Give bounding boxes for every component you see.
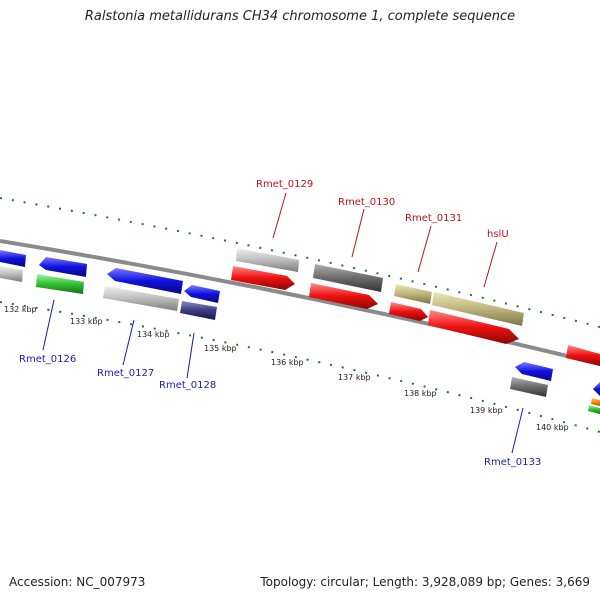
gene-left-edge-gray[interactable] bbox=[0, 266, 23, 282]
gene-hslu-b[interactable] bbox=[428, 310, 519, 344]
gene-rmet-0129-b[interactable] bbox=[231, 266, 295, 290]
outer-tick-ring bbox=[0, 197, 600, 328]
gene-rmet-0130-a[interactable] bbox=[313, 264, 383, 292]
label-rmet-0126: Rmet_0126 bbox=[19, 354, 76, 365]
tick-label: 133 kbp bbox=[70, 317, 103, 326]
gene-right-edge-blue[interactable] bbox=[593, 382, 600, 396]
gene-rmet-0129-a[interactable] bbox=[236, 248, 299, 272]
gene-rmet-0133-b[interactable] bbox=[510, 377, 548, 397]
gene-rmet-0126-b[interactable] bbox=[36, 274, 84, 294]
chromosome-backbone bbox=[0, 239, 600, 366]
label-rmet-0127: Rmet_0127 bbox=[97, 368, 154, 379]
gene-rmet-0128-a[interactable] bbox=[184, 285, 220, 303]
gene-hslu-a[interactable] bbox=[432, 292, 524, 326]
tick-label: 138 kbp bbox=[404, 389, 437, 398]
gene-right-edge-orange[interactable] bbox=[591, 398, 600, 406]
gene-rmet-0131-b[interactable] bbox=[389, 302, 428, 321]
tick-label: 137 kbp bbox=[338, 373, 371, 382]
gene-rmet-0128-b[interactable] bbox=[180, 301, 217, 320]
label-rmet-0133: Rmet_0133 bbox=[484, 457, 541, 468]
callout-lines-red bbox=[272, 192, 498, 288]
accession-text: Accession: NC_007973 bbox=[9, 575, 146, 589]
gene-right-edge[interactable] bbox=[566, 345, 600, 366]
callout-lines-blue bbox=[42, 299, 524, 454]
tick-label: 140 kbp bbox=[536, 423, 569, 432]
reverse-strand-genes bbox=[0, 250, 600, 414]
label-rmet-0128: Rmet_0128 bbox=[159, 380, 216, 391]
tick-label: 136 kbp bbox=[271, 358, 304, 367]
gene-left-edge-blue[interactable] bbox=[0, 250, 26, 267]
label-rmet-0131: Rmet_0131 bbox=[405, 213, 462, 224]
gene-right-edge-green[interactable] bbox=[588, 405, 600, 414]
genome-summary-text: Topology: circular; Length: 3,928,089 bp… bbox=[260, 575, 590, 589]
label-rmet-0129: Rmet_0129 bbox=[256, 179, 313, 190]
tick-label: 135 kbp bbox=[204, 344, 237, 353]
tick-label: 134 kbp bbox=[137, 330, 170, 339]
map-title: Ralstonia metallidurans CH34 chromosome … bbox=[84, 9, 516, 24]
gene-rmet-0133-a[interactable] bbox=[515, 362, 553, 381]
gene-rmet-0127-a[interactable] bbox=[107, 268, 183, 294]
inner-tick-ring bbox=[0, 301, 600, 433]
forward-strand-genes bbox=[231, 248, 600, 366]
tick-label: 132 kbp bbox=[4, 305, 37, 314]
label-hslu: hslU bbox=[487, 229, 509, 240]
gene-rmet-0127-b[interactable] bbox=[103, 286, 179, 311]
gene-rmet-0126-a[interactable] bbox=[39, 257, 87, 277]
tick-label: 139 kbp bbox=[470, 406, 503, 415]
label-rmet-0130: Rmet_0130 bbox=[338, 197, 395, 208]
gene-rmet-0130-b[interactable] bbox=[309, 283, 378, 309]
gene-rmet-0131-a[interactable] bbox=[394, 284, 432, 304]
